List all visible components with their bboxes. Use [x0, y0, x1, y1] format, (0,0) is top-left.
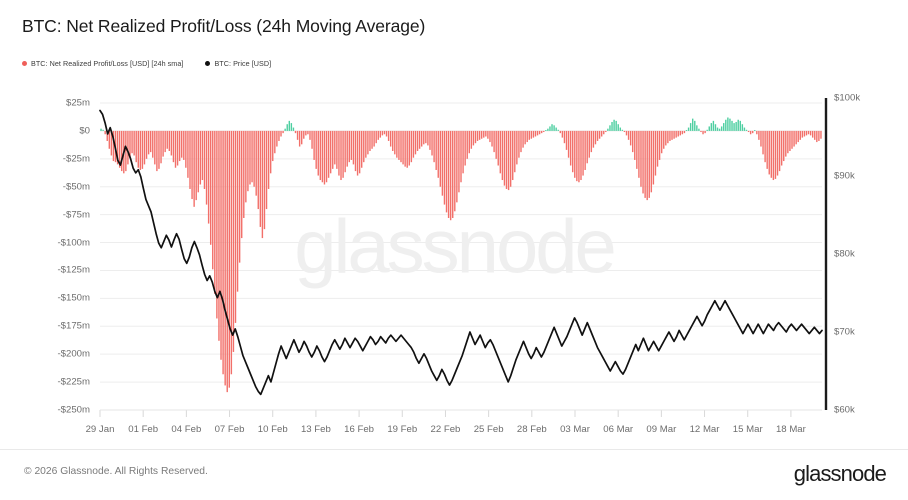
chart-legend: BTC: Net Realized Profit/Loss [USD] [24h…: [22, 59, 271, 68]
y-axis-left-tick: -$125m: [57, 264, 90, 276]
y-axis-right-tick: $70k: [834, 326, 855, 338]
legend-color-swatch-pnl: [22, 61, 27, 66]
chart-plot-area[interactable]: glassnode $25m $0 -$25m -$50m -$75m -$100m -$1…: [0, 0, 908, 445]
y-axis-left-tick: $25m: [66, 97, 90, 109]
x-axis-tick: 25 Feb: [473, 424, 504, 435]
footer-divider: [0, 449, 908, 450]
y-axis-right-tick: $100k: [834, 92, 861, 104]
page-title: BTC: Net Realized Profit/Loss (24h Movin…: [22, 16, 426, 36]
y-axis-right-tick: $80k: [834, 248, 855, 260]
chart-series-canvas: [99, 109, 823, 396]
glassnode-wordmark: glassnode: [793, 461, 887, 486]
x-axis-tick: 04 Feb: [171, 424, 202, 435]
x-axis-tick: 16 Feb: [344, 424, 375, 435]
y-axis-left-tick: -$175m: [57, 320, 90, 332]
legend-color-swatch-price: [205, 61, 211, 66]
legend-label-price: BTC: Price [USD]: [214, 59, 272, 68]
x-axis-tick: 28 Feb: [516, 424, 547, 435]
x-axis-tick: 15 Mar: [732, 424, 763, 435]
legend-item-price[interactable]: BTC: Price [USD]: [205, 59, 271, 68]
y-axis-left-tick: -$200m: [57, 348, 90, 360]
legend-item-net-realized-pnl[interactable]: BTC: Net Realized Profit/Loss [USD] [24h…: [22, 59, 183, 68]
x-axis-tick: 12 Mar: [689, 424, 720, 435]
y-axis-left-tick: -$250m: [57, 404, 90, 416]
x-axis-tick: 03 Mar: [560, 424, 590, 435]
y-axis-left-tick: -$75m: [62, 209, 90, 221]
x-axis-tick: 29 Jan: [85, 424, 115, 435]
y-axis-left-tick: -$150m: [57, 292, 90, 304]
y-axis-left-tick: $0: [79, 125, 90, 137]
y-axis-left-tick: -$50m: [62, 181, 90, 193]
x-axis-tick: 13 Feb: [300, 424, 331, 435]
x-axis-tick: 18 Mar: [775, 424, 806, 435]
x-axis-tick: 06 Mar: [603, 424, 634, 435]
x-axis-tick: 22 Feb: [430, 424, 461, 435]
x-axis-tick: 01 Feb: [128, 424, 159, 435]
y-axis-left-tick: -$25m: [62, 153, 90, 165]
y-axis-right-tick: $90k: [834, 170, 855, 182]
x-axis-tick: 07 Feb: [214, 424, 245, 435]
x-axis-tick: 10 Feb: [257, 424, 288, 435]
y-axis-left-tick: -$225m: [57, 376, 90, 388]
x-axis-tick: 09 Mar: [646, 424, 677, 435]
y-axis-left-tick: -$100m: [57, 237, 90, 249]
x-axis-tick: 19 Feb: [387, 424, 418, 435]
y-axis-right-tick: $60k: [834, 404, 855, 416]
legend-label-pnl: BTC: Net Realized Profit/Loss [USD] [24h…: [31, 59, 184, 68]
footer-copyright: © 2026 Glassnode. All Rights Reserved.: [24, 466, 208, 477]
